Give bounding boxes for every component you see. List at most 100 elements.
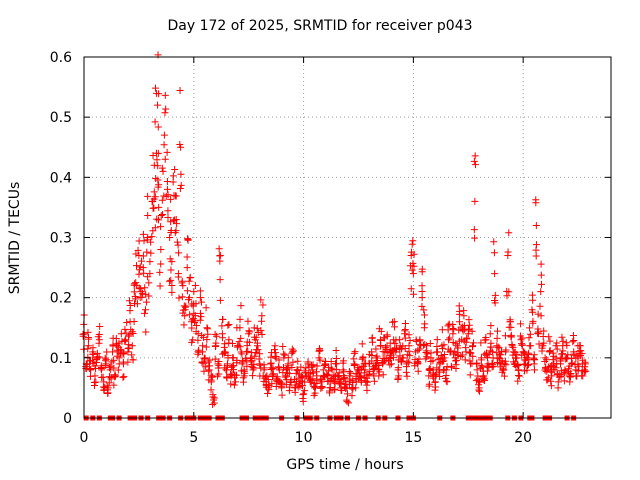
data-point — [389, 318, 397, 326]
data-point — [466, 371, 474, 379]
data-point — [236, 324, 244, 332]
data-point — [183, 264, 191, 272]
data-point — [160, 131, 168, 139]
data-point — [356, 373, 364, 381]
data-point — [415, 345, 423, 353]
data-point — [173, 220, 181, 228]
data-point — [130, 317, 138, 325]
data-point — [445, 336, 453, 344]
data-point — [126, 307, 134, 315]
data-point — [196, 294, 204, 302]
data-point — [415, 355, 423, 363]
data-point — [267, 359, 275, 367]
data-point — [323, 371, 331, 379]
data-point — [231, 371, 239, 379]
data-point — [227, 380, 235, 388]
data-point — [473, 359, 481, 367]
data-point — [86, 364, 94, 372]
data-point — [441, 351, 449, 359]
data-point — [405, 347, 413, 355]
data-point — [89, 344, 97, 352]
data-point — [375, 372, 383, 380]
data-point — [186, 274, 194, 282]
data-point — [162, 192, 170, 200]
data-point — [332, 354, 340, 362]
data-point — [327, 357, 335, 365]
data-point — [223, 373, 231, 381]
data-point — [480, 376, 488, 384]
data-point — [196, 287, 204, 295]
data-point — [469, 343, 477, 351]
data-point — [458, 351, 466, 359]
data-point — [554, 384, 562, 392]
data-point — [339, 359, 347, 367]
data-point — [308, 363, 316, 371]
data-point — [491, 291, 499, 299]
grid-lines — [84, 57, 611, 418]
data-point — [534, 328, 542, 336]
data-point — [468, 327, 476, 335]
y-tick-label: 0.3 — [50, 231, 72, 247]
data-points — [79, 51, 590, 421]
data-point — [146, 270, 154, 278]
data-point — [495, 354, 503, 362]
data-point — [126, 297, 134, 305]
data-point — [453, 356, 461, 364]
data-point — [176, 86, 184, 94]
data-point — [312, 368, 320, 376]
data-point — [302, 364, 310, 372]
data-point — [391, 345, 399, 353]
data-point — [188, 318, 196, 326]
data-point — [272, 354, 280, 362]
data-point — [493, 327, 501, 335]
data-point — [312, 383, 320, 391]
data-point — [91, 372, 99, 380]
data-point — [439, 355, 447, 363]
data-point — [141, 306, 149, 314]
data-point — [370, 370, 378, 378]
data-point — [504, 248, 512, 256]
data-point — [518, 340, 526, 348]
data-point — [294, 357, 302, 365]
data-point — [174, 273, 182, 281]
data-point — [514, 362, 522, 369]
data-point — [313, 362, 321, 370]
data-point — [183, 253, 191, 261]
data-point — [536, 302, 544, 310]
data-point — [535, 340, 543, 348]
data-point — [304, 358, 312, 366]
data-point — [284, 362, 292, 370]
data-point — [175, 294, 183, 302]
data-point — [288, 345, 296, 353]
data-point — [147, 238, 155, 246]
data-point — [469, 339, 477, 347]
data-point — [237, 334, 245, 342]
data-point — [475, 386, 483, 394]
data-point — [450, 325, 458, 333]
data-point — [545, 333, 553, 341]
data-point — [440, 341, 448, 349]
data-point — [454, 349, 462, 357]
data-point — [523, 366, 531, 374]
data-point — [84, 342, 92, 350]
data-point — [470, 226, 478, 234]
data-point — [155, 203, 163, 211]
data-point — [274, 363, 282, 371]
data-point — [513, 350, 521, 358]
data-point — [350, 349, 358, 357]
data-point — [335, 369, 343, 377]
data-point — [278, 391, 286, 399]
data-point — [85, 335, 93, 343]
data-point — [528, 291, 536, 299]
data-point — [198, 331, 206, 339]
data-point — [532, 252, 540, 260]
data-point — [244, 347, 252, 355]
data-point — [188, 324, 196, 332]
data-point — [230, 366, 238, 374]
data-point — [564, 351, 572, 359]
data-point — [560, 370, 568, 378]
data-point — [549, 356, 557, 364]
data-point — [207, 386, 215, 394]
data-point — [157, 246, 165, 254]
data-point — [408, 266, 416, 274]
